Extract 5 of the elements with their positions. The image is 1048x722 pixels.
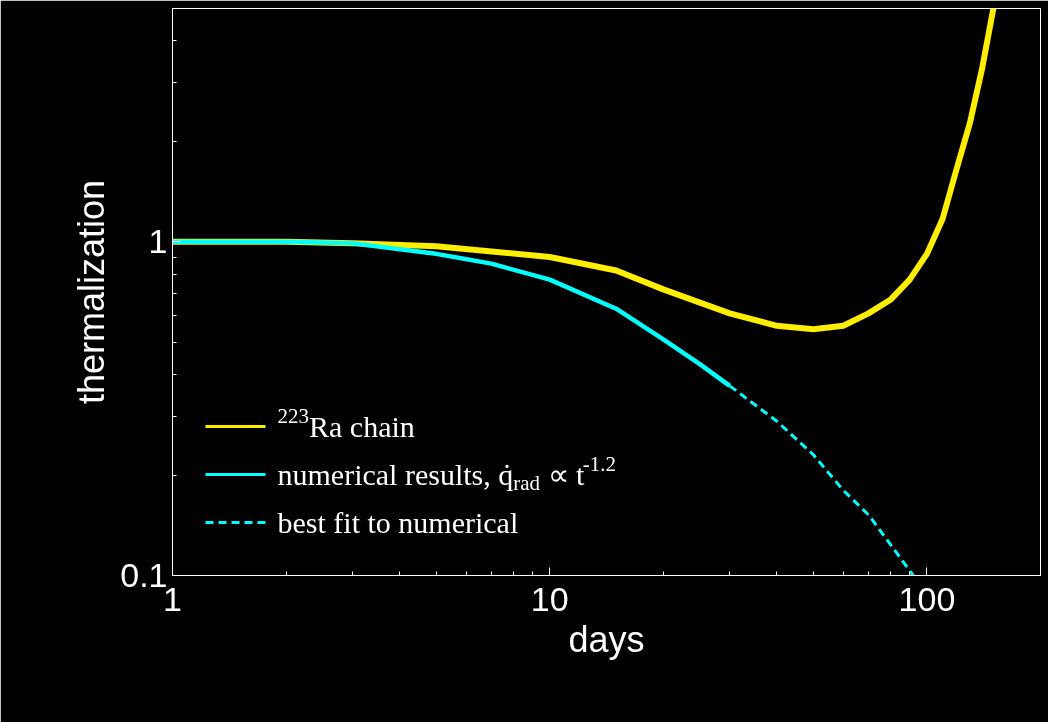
x-tick-label: 100 [898, 579, 956, 618]
x-axis-title: days [568, 618, 645, 660]
legend-label: best fit to numerical [277, 506, 519, 539]
x-tick-label: 10 [530, 579, 569, 618]
y-axis-title: thermalization [71, 179, 113, 405]
